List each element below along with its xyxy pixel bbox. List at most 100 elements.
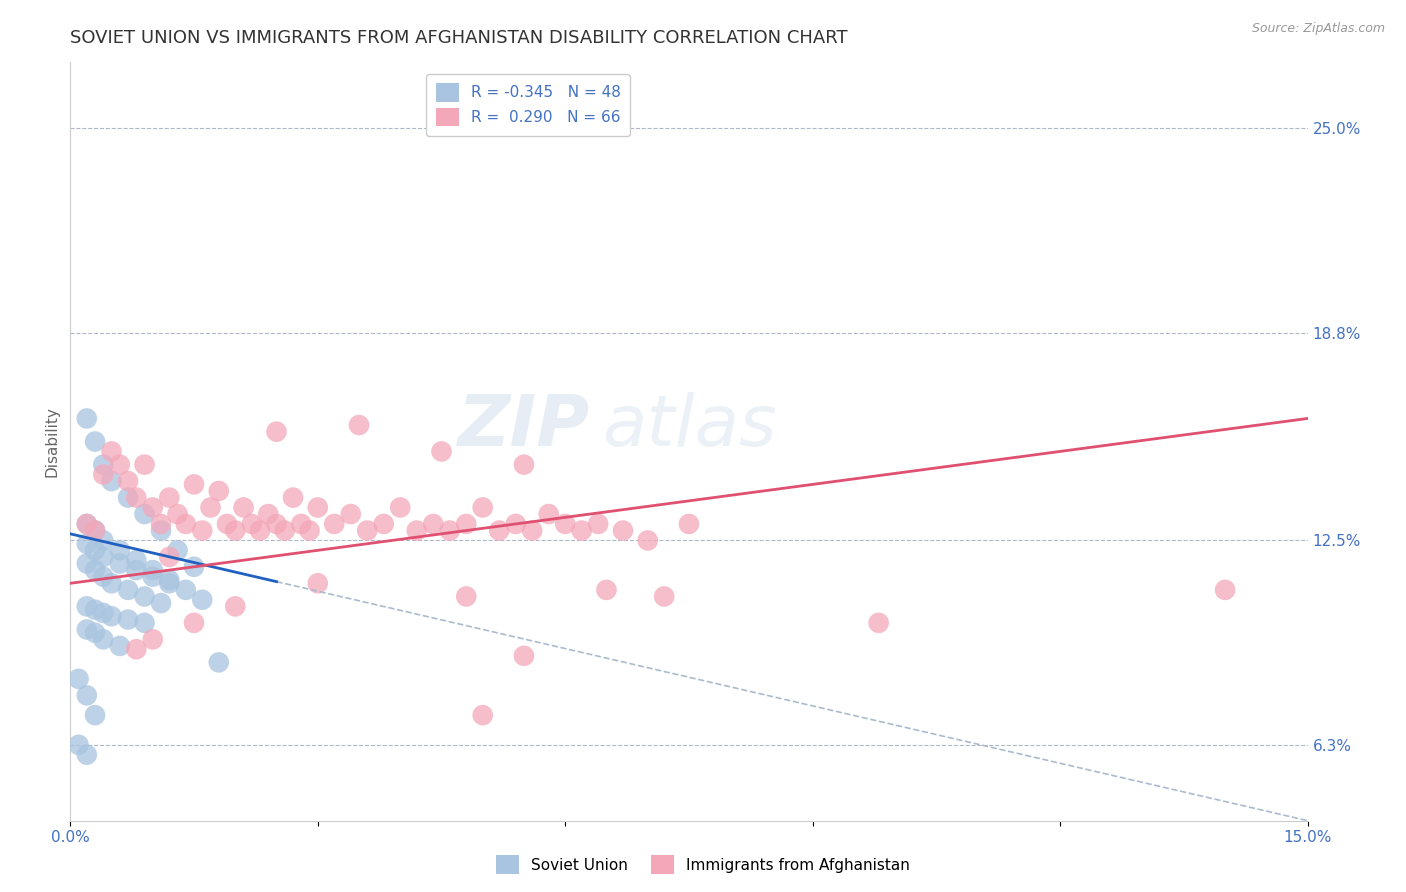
- Point: [537, 507, 560, 521]
- Point: [488, 524, 510, 538]
- Point: [166, 543, 188, 558]
- Point: [373, 516, 395, 531]
- Point: [439, 524, 461, 538]
- Point: [134, 507, 156, 521]
- Point: [157, 491, 180, 505]
- Point: [108, 543, 131, 558]
- Text: ZIP: ZIP: [458, 392, 591, 461]
- Point: [652, 590, 675, 604]
- Point: [191, 592, 214, 607]
- Point: [513, 648, 536, 663]
- Point: [91, 632, 114, 647]
- Text: Source: ZipAtlas.com: Source: ZipAtlas.com: [1251, 22, 1385, 36]
- Point: [637, 533, 659, 548]
- Point: [125, 553, 148, 567]
- Point: [134, 615, 156, 630]
- Point: [84, 543, 107, 558]
- Point: [76, 599, 98, 614]
- Point: [290, 516, 312, 531]
- Point: [84, 524, 107, 538]
- Point: [76, 537, 98, 551]
- Point: [307, 576, 329, 591]
- Point: [339, 507, 361, 521]
- Point: [249, 524, 271, 538]
- Point: [67, 672, 90, 686]
- Point: [174, 582, 197, 597]
- Point: [405, 524, 427, 538]
- Point: [100, 609, 122, 624]
- Point: [91, 467, 114, 482]
- Text: SOVIET UNION VS IMMIGRANTS FROM AFGHANISTAN DISABILITY CORRELATION CHART: SOVIET UNION VS IMMIGRANTS FROM AFGHANIS…: [70, 29, 848, 47]
- Point: [91, 549, 114, 564]
- Point: [125, 491, 148, 505]
- Point: [134, 458, 156, 472]
- Point: [76, 689, 98, 703]
- Point: [117, 474, 139, 488]
- Point: [612, 524, 634, 538]
- Point: [67, 738, 90, 752]
- Point: [142, 632, 165, 647]
- Point: [183, 559, 205, 574]
- Point: [456, 590, 478, 604]
- Point: [117, 582, 139, 597]
- Point: [208, 483, 231, 498]
- Legend: R = -0.345   N = 48, R =  0.290   N = 66: R = -0.345 N = 48, R = 0.290 N = 66: [426, 74, 630, 136]
- Point: [215, 516, 238, 531]
- Point: [125, 563, 148, 577]
- Point: [513, 458, 536, 472]
- Point: [91, 458, 114, 472]
- Point: [108, 639, 131, 653]
- Point: [1213, 582, 1236, 597]
- Point: [150, 524, 173, 538]
- Point: [191, 524, 214, 538]
- Point: [571, 524, 593, 538]
- Point: [108, 557, 131, 571]
- Text: atlas: atlas: [602, 392, 778, 461]
- Point: [356, 524, 378, 538]
- Point: [76, 516, 98, 531]
- Point: [142, 500, 165, 515]
- Point: [76, 516, 98, 531]
- Point: [84, 708, 107, 723]
- Point: [91, 570, 114, 584]
- Point: [117, 491, 139, 505]
- Point: [91, 533, 114, 548]
- Point: [224, 524, 246, 538]
- Point: [347, 418, 370, 433]
- Point: [595, 582, 617, 597]
- Point: [183, 477, 205, 491]
- Point: [266, 516, 288, 531]
- Point: [174, 516, 197, 531]
- Point: [240, 516, 263, 531]
- Point: [224, 599, 246, 614]
- Point: [76, 623, 98, 637]
- Point: [76, 747, 98, 762]
- Point: [134, 590, 156, 604]
- Point: [150, 596, 173, 610]
- Point: [471, 708, 494, 723]
- Point: [471, 500, 494, 515]
- Point: [100, 444, 122, 458]
- Point: [389, 500, 412, 515]
- Point: [281, 491, 304, 505]
- Point: [142, 570, 165, 584]
- Point: [257, 507, 280, 521]
- Point: [76, 411, 98, 425]
- Point: [208, 656, 231, 670]
- Point: [91, 606, 114, 620]
- Point: [298, 524, 321, 538]
- Point: [76, 557, 98, 571]
- Point: [307, 500, 329, 515]
- Point: [150, 516, 173, 531]
- Point: [84, 602, 107, 616]
- Point: [554, 516, 576, 531]
- Point: [84, 625, 107, 640]
- Point: [117, 613, 139, 627]
- Legend: Soviet Union, Immigrants from Afghanistan: Soviet Union, Immigrants from Afghanista…: [489, 849, 917, 880]
- Point: [232, 500, 254, 515]
- Point: [84, 524, 107, 538]
- Point: [108, 458, 131, 472]
- Point: [157, 573, 180, 587]
- Point: [100, 576, 122, 591]
- Point: [266, 425, 288, 439]
